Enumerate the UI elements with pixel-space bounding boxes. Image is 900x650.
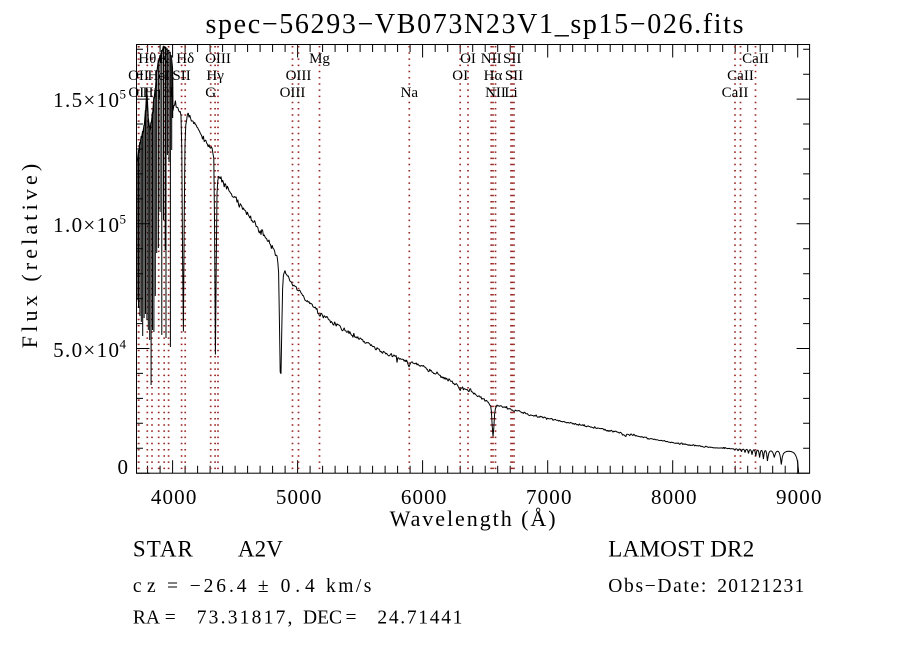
- svg-text:K: K: [159, 51, 170, 67]
- svg-text:OIII: OIII: [205, 51, 231, 67]
- svg-text:7000: 7000: [526, 485, 572, 509]
- svg-text:A2V: A2V: [238, 537, 283, 562]
- svg-text:=: =: [346, 608, 357, 629]
- svg-text:Flux (relative): Flux (relative): [17, 164, 42, 348]
- svg-text:0.4: 0.4: [281, 576, 315, 597]
- svg-text:G: G: [205, 85, 216, 101]
- svg-text:SII: SII: [503, 51, 521, 67]
- svg-text:DEC: DEC: [303, 608, 342, 629]
- svg-text:SII: SII: [172, 68, 190, 84]
- svg-text:1.5×10: 1.5×10: [53, 88, 119, 112]
- svg-text:1.0×10: 1.0×10: [53, 213, 119, 237]
- svg-text:spec−56293−VB073N23V1_sp15−026: spec−56293−VB073N23V1_sp15−026.fits: [206, 9, 744, 40]
- svg-text:Hδ: Hδ: [176, 51, 194, 67]
- svg-text:OI: OI: [460, 51, 476, 67]
- svg-text:CaII: CaII: [722, 85, 749, 101]
- svg-text:OIII: OIII: [286, 68, 312, 84]
- svg-text:73.31817,: 73.31817,: [197, 608, 293, 629]
- svg-text:RA: RA: [133, 608, 160, 629]
- svg-text:Wavelength (Å): Wavelength (Å): [390, 506, 556, 531]
- svg-text:CaII: CaII: [727, 68, 754, 84]
- svg-text:Hγ: Hγ: [206, 68, 224, 84]
- svg-text:Na: Na: [401, 85, 419, 101]
- svg-text:0: 0: [118, 455, 129, 479]
- svg-text:OI: OI: [452, 68, 468, 84]
- svg-text:OIII: OIII: [280, 85, 306, 101]
- svg-text:5.0×10: 5.0×10: [53, 338, 119, 362]
- svg-text:Mg: Mg: [309, 51, 330, 67]
- svg-text:km/s: km/s: [326, 576, 371, 597]
- svg-text:OII: OII: [128, 85, 149, 101]
- svg-text:=: =: [167, 576, 178, 597]
- svg-text:NII: NII: [481, 51, 502, 67]
- svg-text:NII: NII: [485, 85, 506, 101]
- svg-text:LAMOST DR2: LAMOST DR2: [608, 537, 754, 562]
- svg-text:4000: 4000: [151, 485, 197, 509]
- svg-text:5: 5: [120, 212, 127, 227]
- svg-text:Hα: Hα: [484, 68, 503, 84]
- svg-text:−26.4: −26.4: [190, 576, 247, 597]
- svg-text:5000: 5000: [276, 485, 322, 509]
- svg-text:±: ±: [258, 576, 269, 597]
- svg-text:24.71441: 24.71441: [377, 608, 462, 629]
- svg-text:CaII: CaII: [742, 51, 769, 67]
- svg-text:5: 5: [120, 87, 127, 102]
- svg-text:Li: Li: [504, 85, 517, 101]
- svg-text:SII: SII: [505, 68, 523, 84]
- svg-text:=: =: [165, 608, 176, 629]
- svg-text:STAR: STAR: [133, 537, 194, 562]
- svg-text:OII: OII: [128, 68, 149, 84]
- svg-text:Obs−Date:: Obs−Date:: [608, 576, 706, 597]
- svg-text:20121231: 20121231: [717, 576, 804, 597]
- svg-text:4: 4: [120, 337, 127, 352]
- svg-text:Hθ: Hθ: [138, 51, 156, 67]
- svg-text:9000: 9000: [776, 485, 822, 509]
- svg-text:8000: 8000: [651, 485, 697, 509]
- svg-text:6000: 6000: [401, 485, 447, 509]
